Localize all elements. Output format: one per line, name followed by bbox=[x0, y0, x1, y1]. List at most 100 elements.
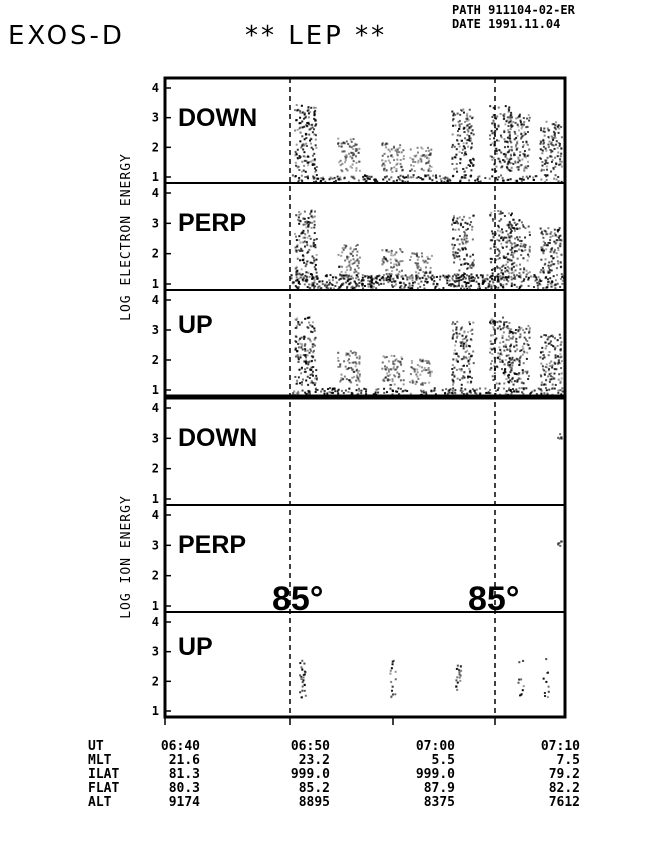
speckle bbox=[313, 239, 315, 241]
speckle bbox=[455, 277, 457, 279]
speckle bbox=[312, 164, 314, 166]
speckle bbox=[306, 279, 308, 281]
table-cell: 79.2 bbox=[549, 767, 580, 782]
speckle bbox=[509, 170, 511, 172]
table-cell: 06:40 bbox=[161, 739, 200, 754]
speckle bbox=[352, 251, 354, 253]
speckle bbox=[542, 267, 544, 269]
speckle bbox=[444, 392, 446, 394]
speckle bbox=[466, 357, 468, 359]
speckle bbox=[516, 391, 518, 393]
speckle bbox=[518, 661, 520, 663]
speckle bbox=[427, 162, 429, 164]
speckle bbox=[298, 214, 300, 216]
speckle bbox=[312, 375, 314, 377]
speckle bbox=[390, 262, 392, 264]
speckle bbox=[514, 131, 516, 133]
speckle bbox=[469, 280, 471, 282]
speckle bbox=[469, 123, 471, 125]
speckle bbox=[295, 165, 297, 167]
speckle bbox=[457, 134, 459, 136]
speckle bbox=[457, 274, 459, 276]
speckle bbox=[465, 342, 467, 344]
speckle bbox=[304, 138, 306, 140]
speckle bbox=[556, 252, 558, 254]
speckle bbox=[511, 368, 513, 370]
speckle bbox=[557, 339, 559, 341]
speckle bbox=[463, 371, 465, 373]
speckle bbox=[311, 274, 313, 276]
speckle bbox=[468, 135, 470, 137]
speckle bbox=[559, 158, 561, 160]
speckle bbox=[410, 148, 412, 150]
speckle bbox=[315, 391, 317, 393]
speckle bbox=[509, 330, 511, 332]
speckle bbox=[403, 155, 405, 157]
speckle bbox=[522, 250, 524, 252]
speckle bbox=[397, 360, 399, 362]
speckle bbox=[556, 274, 558, 276]
speckle bbox=[522, 354, 524, 356]
speckle bbox=[301, 171, 303, 173]
speckle bbox=[516, 274, 518, 276]
speckle bbox=[491, 230, 493, 232]
speckle bbox=[430, 149, 432, 151]
speckle bbox=[321, 280, 323, 282]
speckle bbox=[305, 271, 307, 273]
speckle bbox=[459, 216, 461, 218]
speckle bbox=[399, 144, 401, 146]
speckle bbox=[314, 232, 316, 234]
speckle bbox=[526, 270, 528, 272]
speckle bbox=[465, 240, 467, 242]
speckle bbox=[550, 151, 552, 153]
speckle bbox=[345, 156, 347, 158]
speckle bbox=[551, 135, 553, 137]
speckle bbox=[294, 109, 296, 111]
speckle bbox=[497, 389, 499, 391]
speckle bbox=[508, 125, 510, 127]
speckle bbox=[559, 545, 561, 547]
table-cell: 999.0 bbox=[416, 767, 455, 782]
speckle bbox=[313, 259, 315, 261]
speckle bbox=[463, 377, 465, 379]
speckle bbox=[492, 281, 494, 283]
speckle bbox=[314, 345, 316, 347]
speckle bbox=[427, 258, 429, 260]
speckle bbox=[552, 263, 554, 265]
speckle bbox=[388, 273, 390, 275]
speckle bbox=[454, 124, 456, 126]
speckle bbox=[352, 277, 354, 279]
speckle bbox=[304, 684, 306, 686]
speckle bbox=[297, 321, 299, 323]
speckle bbox=[312, 366, 314, 368]
speckle bbox=[299, 127, 301, 129]
speckle bbox=[343, 249, 345, 251]
speckle bbox=[452, 384, 454, 386]
speckle bbox=[314, 359, 316, 361]
speckle bbox=[373, 283, 375, 285]
speckle bbox=[425, 360, 427, 362]
speckle bbox=[419, 286, 421, 288]
speckle bbox=[446, 280, 448, 282]
speckle bbox=[392, 663, 394, 665]
speckle bbox=[466, 350, 468, 352]
speckle bbox=[412, 277, 414, 279]
speckle bbox=[458, 228, 460, 230]
speckle bbox=[520, 243, 522, 245]
speckle bbox=[318, 281, 320, 283]
speckle bbox=[305, 124, 307, 126]
speckle bbox=[383, 168, 385, 170]
speckle bbox=[452, 382, 454, 384]
y-tick-label: 2 bbox=[152, 140, 159, 154]
speckle bbox=[391, 154, 393, 156]
speckle bbox=[510, 254, 512, 256]
speckle bbox=[355, 380, 357, 382]
speckle bbox=[510, 178, 512, 180]
speckle bbox=[474, 277, 476, 279]
speckle bbox=[346, 274, 348, 276]
speckle bbox=[344, 177, 346, 179]
speckle bbox=[311, 222, 313, 224]
speckle bbox=[510, 154, 512, 156]
speckle bbox=[458, 255, 460, 257]
table-cell: 5.5 bbox=[432, 753, 455, 768]
